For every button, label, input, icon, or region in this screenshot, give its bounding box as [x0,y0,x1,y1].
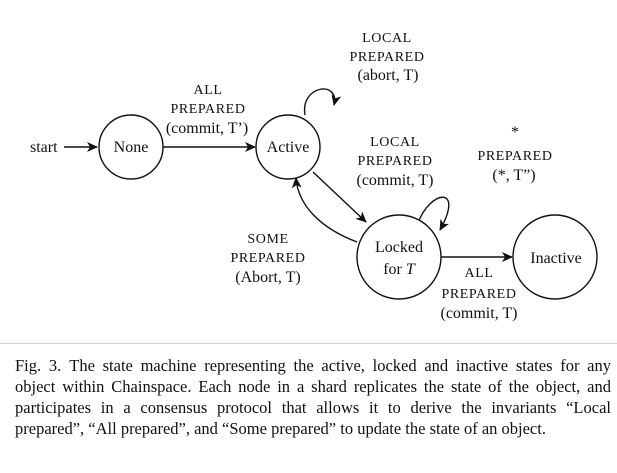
edge-active-self-loop [304,88,342,116]
node-locked: Locked for T [356,214,442,300]
edge-locked-self-loop [417,196,450,231]
svg-text:Local: Local [370,135,420,150]
svg-text:(abort, T): (abort, T) [357,67,418,84]
svg-text:Prepared: Prepared [441,287,516,302]
svg-text:Prepared: Prepared [230,251,305,266]
node-active-label: Active [267,139,310,156]
node-none-label: None [114,139,149,156]
node-active: Active [255,114,321,180]
edge-label-locked-to-inactive: All Prepared (commit, T) [440,266,517,322]
svg-text:All: All [193,83,222,98]
edge-active-to-locked [312,171,367,223]
state-machine-diagram: start All Prepared (commit, T’) Local Pr… [30,31,598,322]
svg-text:(commit, T): (commit, T) [440,305,517,322]
figure-caption: Fig. 3. The state machine representing th… [15,355,611,439]
svg-text:Prepared: Prepared [477,149,552,164]
edge-label-locked-to-active: Some Prepared (Abort, T) [230,232,305,286]
node-locked-label-line2: for T [383,261,416,278]
svg-text:*: * [511,124,519,141]
figure-caption-label: Fig. 3. [15,356,62,375]
edge-label-locked-self: * Prepared (*, T”) [477,124,552,184]
svg-text:Local: Local [362,31,412,46]
svg-text:Prepared: Prepared [349,50,424,65]
edge-label-active-to-locked: Local Prepared (commit, T) [356,135,433,189]
node-locked-label-line1: Locked [375,239,423,256]
svg-text:(Abort, T): (Abort, T) [235,269,300,286]
edge-locked-to-active [291,177,358,243]
node-inactive-label: Inactive [530,250,582,267]
edge-label-none-to-active: All Prepared (commit, T’) [166,83,248,137]
node-inactive: Inactive [512,214,598,300]
node-none: None [98,114,164,180]
svg-text:(commit, T’): (commit, T’) [166,120,248,137]
svg-text:(*, T”): (*, T”) [492,167,535,184]
caption-divider [0,343,617,344]
svg-text:Prepared: Prepared [357,154,432,169]
svg-text:Some: Some [247,232,288,247]
svg-text:All: All [464,266,493,281]
svg-text:Prepared: Prepared [170,102,245,117]
start-label: start [30,139,58,156]
edge-label-active-self: Local Prepared (abort, T) [349,31,424,84]
figure-caption-text: The state machine representing the activ… [15,356,612,438]
svg-text:(commit, T): (commit, T) [356,172,433,189]
